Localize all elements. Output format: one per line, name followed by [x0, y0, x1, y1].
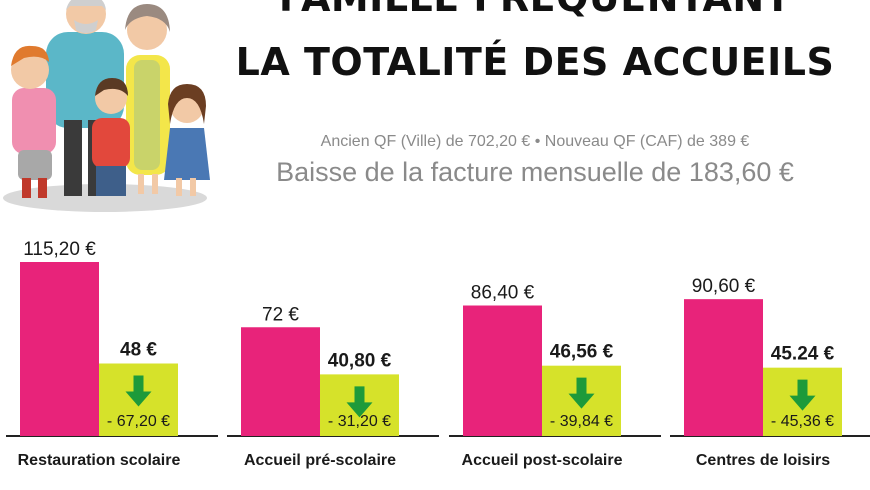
subtitle-quotient: Ancien QF (Ville) de 702,20 € • Nouveau …: [320, 133, 750, 150]
bar-new-label: 40,80 €: [328, 350, 392, 371]
bar-old: [684, 299, 763, 436]
bar-old: [20, 262, 99, 436]
bar-old-label: 115,20 €: [23, 239, 96, 260]
grandmother-figure: [125, 4, 170, 194]
category-label: Restauration scolaire: [18, 452, 181, 469]
family-illustration: [3, 0, 210, 212]
difference-label: - 67,20 €: [107, 413, 170, 430]
down-arrow-icon: [568, 377, 595, 409]
child-figure: [92, 78, 130, 196]
bar-old: [241, 327, 320, 436]
down-arrow-icon: [125, 375, 152, 407]
boy-figure: [11, 45, 56, 198]
difference-label: - 31,20 €: [328, 413, 391, 430]
category-label: Accueil pré-scolaire: [244, 452, 396, 469]
bar-new-label: 45.24 €: [771, 344, 835, 365]
difference-label: - 39,84 €: [550, 413, 613, 430]
girl-figure: [164, 84, 210, 196]
bar-old-label: 72 €: [262, 304, 299, 325]
category-label: Accueil post-scolaire: [462, 452, 623, 469]
down-arrow-icon: [346, 386, 373, 418]
difference-label: - 45,36 €: [771, 413, 834, 430]
bar-new-label: 46,56 €: [550, 342, 614, 363]
headline-savings: Baisse de la facture mensuelle de 183,60…: [276, 157, 794, 187]
bar-new-label: 48 €: [120, 340, 157, 361]
title-line-2: LA TOTALITÉ DES ACCUEILS: [235, 40, 835, 84]
bar-chart: 115,20 € 48 € - 67,20 € Restauration scolai…: [6, 239, 870, 469]
bar-old: [463, 305, 542, 436]
bar-old-label: 90,60 €: [692, 276, 756, 297]
category-label: Centres de loisirs: [696, 452, 830, 469]
bar-old-label: 86,40 €: [471, 283, 535, 304]
down-arrow-icon: [789, 379, 816, 411]
title-line-1: FAMILLE FRÉQUENTANT: [210, 0, 860, 20]
